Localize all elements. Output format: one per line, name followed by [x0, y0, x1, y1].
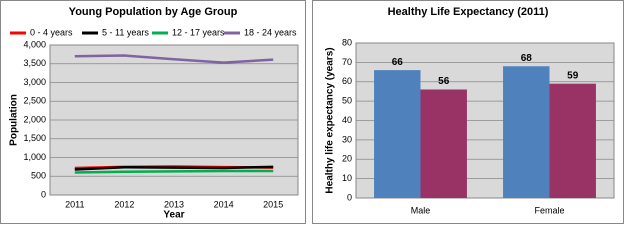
y-tick-label: 20: [342, 154, 352, 164]
legend-label: 12 - 17 years: [172, 27, 225, 37]
page: {"chart_data": [ {"type": "line", "title…: [0, 0, 624, 224]
bar: [503, 66, 550, 198]
series-line: [74, 54, 274, 64]
y-tick-label: 60: [342, 76, 352, 86]
y-axis-title: Population: [9, 94, 20, 146]
y-tick-label: 1,000: [23, 152, 46, 162]
y-tick-label: 80: [342, 37, 352, 47]
y-tick-label: 50: [342, 96, 352, 106]
series-line: [74, 165, 274, 171]
y-tick-label: 4,000: [23, 39, 46, 49]
y-axis-title: Healthy life expectancy (years): [325, 47, 336, 193]
y-tick-label: 30: [342, 134, 352, 144]
y-tick-label: 70: [342, 57, 352, 67]
x-tick-label: Male: [411, 205, 431, 215]
bar: [420, 89, 467, 198]
x-tick-label: 2011: [65, 199, 84, 209]
data-label: 56: [438, 76, 450, 87]
x-tick-label: 2013: [164, 199, 184, 209]
y-tick-label: 500: [31, 171, 46, 181]
series-line: [74, 169, 274, 174]
chart-title: Young Population by Age Group: [69, 6, 238, 18]
y-tick-label: 3,000: [23, 77, 46, 87]
y-tick-label: 0: [41, 189, 46, 199]
x-axis-title: Year: [163, 210, 184, 221]
legend-label: 0 - 4 years: [30, 27, 73, 37]
x-tick-label: 2015: [263, 199, 283, 209]
y-tick-label: 10: [342, 173, 352, 183]
data-label: 68: [521, 53, 533, 64]
bar: [549, 83, 596, 198]
y-tick-label: 2,500: [23, 96, 46, 106]
y-tick-label: 40: [342, 115, 352, 125]
legend-label: 5 - 11 years: [102, 27, 149, 37]
x-tick-label: 2012: [114, 199, 134, 209]
x-tick-label: 2014: [214, 199, 234, 209]
y-tick-label: 0: [347, 192, 352, 202]
bar: [374, 70, 421, 198]
y-tick-label: 2,000: [23, 114, 46, 124]
data-label: 59: [567, 70, 579, 81]
chart-canvas: Young Population by Age Group05001,0001,…: [0, 0, 624, 224]
y-tick-label: 3,500: [23, 58, 46, 68]
y-tick-label: 1,500: [23, 133, 46, 143]
legend-label: 18 - 24 years: [244, 27, 297, 37]
data-label: 66: [392, 57, 404, 68]
chart-title: Healthy Life Expectancy (2011): [388, 6, 549, 18]
x-tick-label: Female: [534, 205, 564, 215]
